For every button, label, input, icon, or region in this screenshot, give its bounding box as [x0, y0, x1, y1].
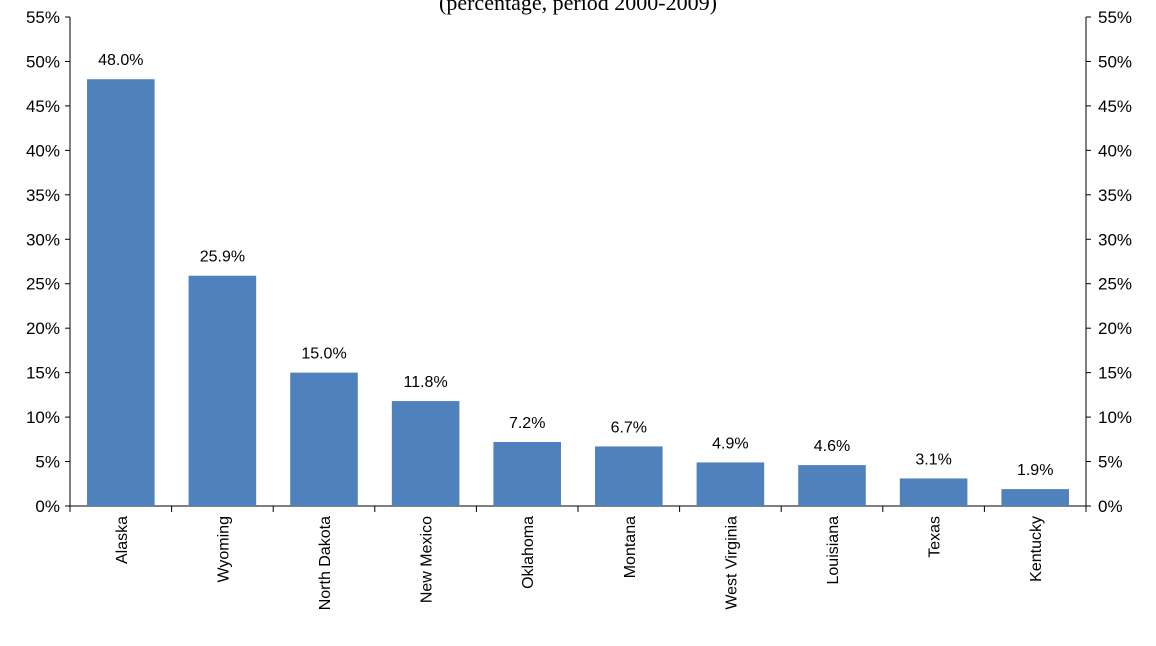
y-tick-label-left: 40%: [26, 141, 60, 160]
y-tick-label-left: 20%: [26, 319, 60, 338]
data-label: 4.9%: [712, 435, 748, 452]
y-tick-label-right: 45%: [1098, 97, 1132, 116]
y-tick-label-right: 35%: [1098, 186, 1132, 205]
category-label: Texas: [927, 516, 944, 558]
category-label: Kentucky: [1028, 516, 1045, 582]
y-tick-label-left: 0%: [35, 497, 60, 516]
y-tick-label-right: 10%: [1098, 408, 1132, 427]
bar: [493, 441, 561, 506]
data-label: 11.8%: [404, 374, 448, 391]
y-tick-label-right: 15%: [1098, 364, 1132, 383]
y-tick-label-left: 35%: [26, 186, 60, 205]
category-label: New Mexico: [419, 516, 436, 603]
y-tick-label-right: 40%: [1098, 141, 1132, 160]
data-label: 25.9%: [200, 249, 245, 266]
y-tick-label-right: 20%: [1098, 319, 1132, 338]
y-tick-label-left: 55%: [26, 8, 60, 27]
y-tick-label-right: 0%: [1098, 497, 1123, 516]
data-label: 1.9%: [1017, 462, 1053, 479]
data-label: 6.7%: [611, 419, 647, 436]
y-tick-label-right: 30%: [1098, 230, 1132, 249]
category-label: Montana: [622, 516, 639, 578]
category-label: Wyoming: [215, 516, 232, 583]
category-label: Alaska: [114, 516, 131, 564]
category-label: Oklahoma: [520, 516, 537, 589]
bar: [188, 275, 257, 506]
category-label: West Virginia: [723, 516, 740, 610]
category-label: North Dakota: [317, 516, 334, 610]
chart-subtitle: (percentage, period 2000-2009): [439, 0, 717, 15]
y-tick-label-left: 15%: [26, 364, 60, 383]
y-tick-label-left: 50%: [26, 52, 60, 71]
category-label: Louisiana: [825, 516, 842, 585]
y-tick-label-right: 25%: [1098, 275, 1132, 294]
data-label: 15.0%: [301, 346, 346, 363]
bar: [290, 372, 358, 506]
y-tick-label-left: 45%: [26, 97, 60, 116]
y-tick-label-right: 55%: [1098, 8, 1132, 27]
data-label: 4.6%: [814, 438, 850, 455]
bar: [696, 462, 765, 506]
bar: [899, 478, 968, 506]
data-label: 7.2%: [509, 415, 545, 432]
bar: [595, 446, 663, 506]
y-tick-label-left: 25%: [26, 275, 60, 294]
bar: [87, 79, 155, 507]
bar: [798, 465, 866, 506]
y-tick-label-left: 5%: [35, 453, 60, 472]
bar: [1001, 489, 1069, 506]
bar: [391, 401, 460, 506]
data-label: 3.1%: [915, 451, 951, 468]
data-label: 48.0%: [98, 52, 143, 69]
y-tick-label-left: 30%: [26, 230, 60, 249]
y-tick-label-left: 10%: [26, 408, 60, 427]
y-tick-label-right: 5%: [1098, 453, 1123, 472]
y-tick-label-right: 50%: [1098, 52, 1132, 71]
